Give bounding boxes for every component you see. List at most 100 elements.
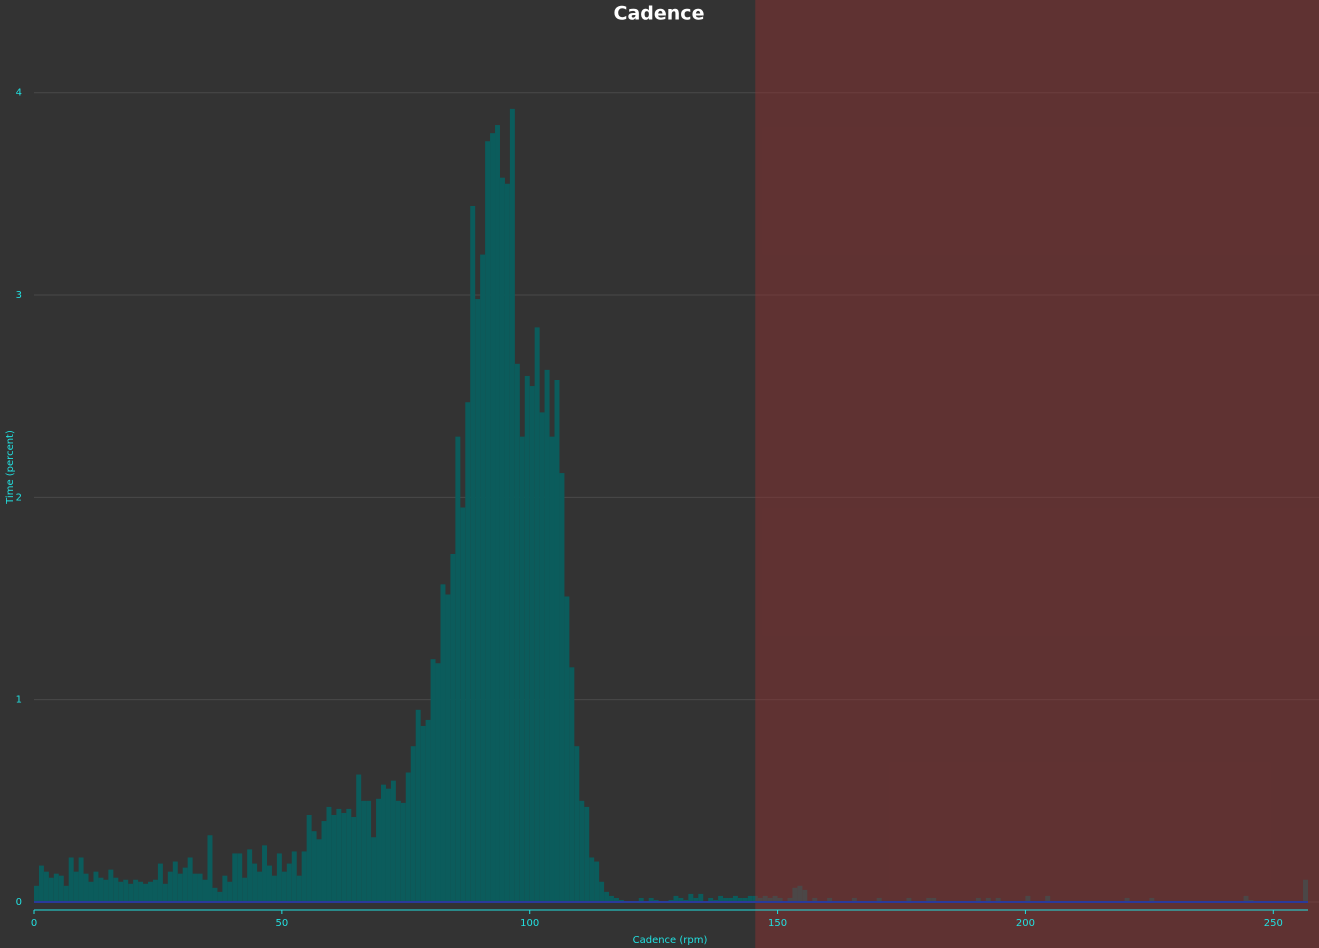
bar	[296, 875, 302, 902]
bar	[390, 780, 396, 902]
bar	[653, 899, 659, 902]
bar	[747, 895, 753, 902]
bar	[346, 808, 352, 902]
bar	[43, 871, 49, 902]
bar	[415, 709, 421, 902]
bar	[128, 883, 134, 902]
bar	[148, 881, 153, 902]
bar	[678, 897, 684, 902]
bar	[376, 798, 382, 902]
bar	[534, 327, 540, 902]
bar	[485, 141, 491, 903]
bar	[187, 857, 193, 902]
bar	[291, 851, 297, 902]
bar	[83, 873, 89, 902]
bar	[53, 873, 59, 902]
bar	[162, 883, 168, 902]
bar	[693, 897, 699, 902]
bar	[455, 436, 461, 902]
bar	[395, 800, 401, 902]
bar	[688, 893, 694, 902]
bar	[34, 885, 39, 902]
bar	[400, 802, 406, 902]
bar	[737, 897, 743, 902]
bar	[167, 871, 173, 902]
bar	[410, 746, 416, 902]
bar	[519, 436, 525, 902]
bar	[440, 584, 446, 902]
bar	[271, 875, 277, 902]
bar	[118, 881, 124, 902]
bar	[529, 386, 535, 902]
bar	[227, 881, 233, 902]
bar	[544, 369, 550, 902]
bar	[554, 380, 560, 902]
bar	[257, 871, 263, 902]
bar	[281, 871, 287, 902]
bar	[470, 206, 476, 902]
bar	[514, 363, 520, 902]
bar	[286, 863, 292, 902]
bar	[475, 299, 481, 902]
bar	[361, 800, 367, 902]
bar	[98, 877, 104, 902]
x-tick-label: 100	[520, 918, 539, 929]
x-tick-label: 50	[275, 918, 288, 929]
bar	[698, 893, 704, 902]
bar	[68, 857, 74, 902]
highlight-zone	[755, 0, 1319, 948]
bar	[668, 899, 674, 902]
bar	[564, 596, 570, 902]
bar	[356, 774, 362, 902]
bar	[381, 784, 386, 902]
bar	[430, 659, 436, 902]
bar	[584, 806, 590, 902]
bar	[420, 725, 426, 902]
bar	[569, 667, 575, 902]
bar	[341, 812, 347, 902]
bar	[385, 788, 391, 902]
y-axis-label: Time (percent)	[5, 430, 16, 505]
bar	[58, 875, 64, 902]
bar	[648, 897, 654, 902]
x-axis-label: Cadence (rpm)	[633, 935, 708, 946]
bar	[435, 663, 441, 902]
bar	[718, 895, 724, 902]
bars	[34, 108, 1308, 903]
bar	[192, 873, 198, 902]
y-tick-label: 1	[16, 695, 22, 706]
bar	[262, 845, 267, 902]
bar	[366, 800, 372, 902]
bar	[480, 254, 486, 903]
bar	[445, 594, 451, 902]
bar	[311, 831, 317, 902]
y-tick-label: 2	[16, 492, 22, 503]
bar	[232, 853, 238, 902]
bar	[638, 897, 644, 902]
x-tick-label: 150	[768, 918, 787, 929]
bar	[48, 877, 54, 902]
bar	[539, 412, 545, 902]
bar	[450, 554, 456, 902]
bar	[425, 719, 431, 902]
bar	[93, 871, 99, 902]
bar	[172, 861, 178, 902]
bar	[549, 436, 555, 902]
bar	[182, 867, 188, 902]
bar	[559, 473, 565, 902]
bar	[752, 895, 758, 902]
x-tick-label: 0	[31, 918, 37, 929]
bar	[152, 879, 158, 902]
bar	[594, 861, 600, 902]
bar	[88, 881, 94, 902]
bar	[509, 108, 515, 902]
bar	[742, 897, 748, 902]
x-tick-label: 200	[1016, 918, 1035, 929]
bar	[252, 863, 258, 902]
bar	[276, 853, 282, 902]
bar	[73, 871, 79, 902]
bar	[242, 877, 248, 902]
bar	[723, 897, 729, 902]
bar	[266, 865, 272, 902]
